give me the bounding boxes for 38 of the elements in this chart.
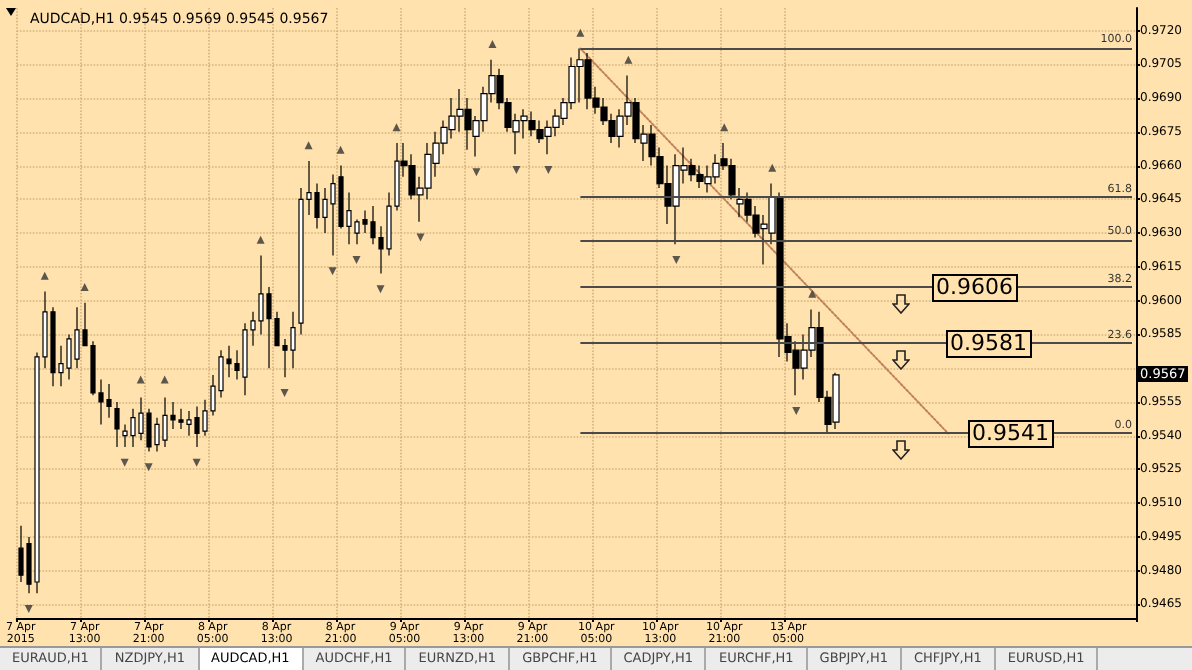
point — [328, 267, 337, 276]
candlestick — [584, 52, 592, 110]
candlestick — [776, 191, 784, 358]
candlestick — [330, 173, 336, 257]
point — [416, 233, 425, 242]
point — [512, 166, 521, 175]
candlestick — [464, 97, 472, 151]
candlestick — [290, 311, 296, 369]
candlestick — [194, 405, 200, 448]
candlestick — [696, 164, 704, 189]
point — [336, 145, 345, 154]
point — [808, 289, 817, 298]
candlestick — [528, 110, 536, 137]
candlestick — [114, 401, 120, 448]
point — [768, 163, 777, 172]
candlestick — [832, 372, 840, 430]
point — [256, 235, 265, 244]
point — [544, 166, 553, 175]
point — [352, 256, 361, 265]
point — [376, 285, 385, 294]
point — [144, 463, 153, 472]
candlestick — [178, 408, 184, 430]
point — [280, 388, 289, 397]
candlestick — [162, 396, 168, 448]
point — [392, 123, 401, 132]
annotation: 0.9606 — [932, 273, 1017, 302]
point — [672, 256, 681, 265]
annotation: 0.9541 — [968, 419, 1053, 448]
point — [488, 40, 497, 49]
annotation: 0.9581 — [946, 329, 1031, 358]
point — [40, 271, 49, 280]
point — [304, 141, 313, 150]
candlestick — [576, 47, 584, 104]
point — [624, 55, 633, 64]
point — [576, 28, 585, 37]
point — [472, 168, 481, 177]
candlestick — [672, 153, 680, 245]
candlestick — [106, 383, 112, 419]
